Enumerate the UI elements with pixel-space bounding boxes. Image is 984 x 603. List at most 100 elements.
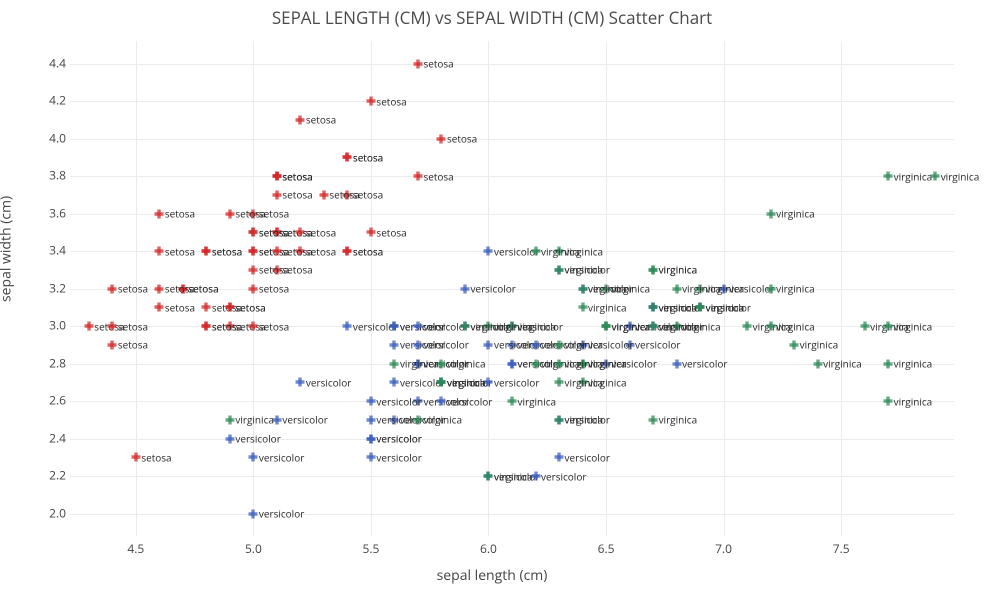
data-point-label: versicolor xyxy=(400,413,445,427)
data-point-label: setosa xyxy=(376,225,406,239)
gridline-horizontal xyxy=(70,289,954,290)
data-point-virginica[interactable]: virginica xyxy=(649,265,658,274)
data-point-setosa[interactable]: setosa xyxy=(319,190,328,199)
gridline-horizontal xyxy=(70,364,954,365)
data-point-setosa[interactable]: setosa xyxy=(272,265,281,274)
data-point-label: versicolor xyxy=(494,338,539,352)
data-point-label: setosa xyxy=(282,225,312,239)
data-point-versicolor[interactable]: versicolor xyxy=(696,303,705,312)
data-point-versicolor[interactable]: versicolor xyxy=(649,303,658,312)
data-point-label: versicolor xyxy=(423,338,468,352)
data-point-label: setosa xyxy=(141,450,171,464)
data-point-label: versicolor xyxy=(518,338,563,352)
data-point-label: virginica xyxy=(659,413,698,427)
data-point-setosa[interactable]: setosa xyxy=(225,303,234,312)
gridline-horizontal xyxy=(70,401,954,402)
data-point-virginica[interactable]: virginica xyxy=(555,415,564,424)
y-tick-label: 3.0 xyxy=(36,317,66,334)
data-point-virginica[interactable]: virginica xyxy=(555,378,564,387)
data-point-versicolor[interactable]: versicolor xyxy=(625,340,634,349)
data-point-versicolor[interactable]: versicolor xyxy=(578,340,587,349)
data-point-label: setosa xyxy=(353,150,383,164)
data-point-versicolor[interactable]: versicolor xyxy=(390,415,399,424)
x-tick-label: 7.5 xyxy=(833,540,850,557)
data-point-versicolor[interactable]: versicolor xyxy=(272,415,281,424)
gridline-horizontal xyxy=(70,214,954,215)
y-axis-label: sepal width (cm) xyxy=(0,195,16,301)
data-point-virginica[interactable]: virginica xyxy=(555,265,564,274)
data-point-setosa[interactable]: setosa xyxy=(155,303,164,312)
data-point-setosa[interactable]: setosa xyxy=(296,115,305,124)
data-point-versicolor[interactable]: versicolor xyxy=(555,453,564,462)
data-point-label: virginica xyxy=(447,375,486,389)
data-point-label: setosa xyxy=(306,113,336,127)
data-point-label: setosa xyxy=(306,225,336,239)
data-point-virginica[interactable]: virginica xyxy=(649,415,658,424)
gridline-horizontal xyxy=(70,326,954,327)
gridline-horizontal xyxy=(70,64,954,65)
data-point-label: versicolor xyxy=(565,450,610,464)
data-point-versicolor[interactable]: versicolor xyxy=(390,378,399,387)
data-point-virginica[interactable]: virginica xyxy=(649,303,658,312)
data-point-virginica[interactable]: virginica xyxy=(578,378,587,387)
x-tick-label: 4.5 xyxy=(127,540,144,557)
data-point-virginica[interactable]: virginica xyxy=(555,340,564,349)
data-point-setosa[interactable]: setosa xyxy=(108,340,117,349)
data-point-label: virginica xyxy=(706,300,745,314)
gridline-horizontal xyxy=(70,476,954,477)
data-point-virginica[interactable]: virginica xyxy=(578,303,587,312)
data-point-virginica[interactable]: virginica xyxy=(225,415,234,424)
data-point-label: setosa xyxy=(282,225,312,239)
data-point-label: virginica xyxy=(659,263,698,277)
gridline-horizontal xyxy=(70,101,954,102)
data-point-setosa[interactable]: setosa xyxy=(225,303,234,312)
data-point-setosa[interactable]: setosa xyxy=(272,190,281,199)
data-point-label: versicolor xyxy=(565,413,610,427)
data-point-versicolor[interactable]: versicolor xyxy=(413,340,422,349)
data-point-virginica[interactable]: virginica xyxy=(696,303,705,312)
data-point-virginica[interactable]: virginica xyxy=(790,340,799,349)
y-tick-label: 2.6 xyxy=(36,392,66,409)
data-point-label: virginica xyxy=(659,300,698,314)
data-point-label: setosa xyxy=(118,338,148,352)
data-point-label: virginica xyxy=(565,263,604,277)
data-point-versicolor[interactable]: versicolor xyxy=(296,378,305,387)
data-point-setosa[interactable]: setosa xyxy=(272,228,281,237)
data-point-label: versicolor xyxy=(541,338,586,352)
data-point-setosa[interactable]: setosa xyxy=(296,228,305,237)
data-point-label: setosa xyxy=(212,300,242,314)
data-point-versicolor[interactable]: versicolor xyxy=(555,265,564,274)
data-point-versicolor[interactable]: versicolor xyxy=(555,415,564,424)
y-tick-label: 3.2 xyxy=(36,279,66,296)
data-point-virginica[interactable]: virginica xyxy=(649,265,658,274)
data-point-versicolor[interactable]: versicolor xyxy=(649,303,658,312)
y-tick-label: 4.4 xyxy=(36,54,66,71)
x-tick-label: 5.5 xyxy=(362,540,379,557)
data-point-setosa[interactable]: setosa xyxy=(202,303,211,312)
data-point-virginica[interactable]: virginica xyxy=(437,378,446,387)
data-point-setosa[interactable]: setosa xyxy=(343,190,352,199)
data-point-label: setosa xyxy=(353,188,383,202)
data-point-versicolor[interactable]: versicolor xyxy=(437,378,446,387)
data-point-setosa[interactable]: setosa xyxy=(272,228,281,237)
data-point-label: setosa xyxy=(353,150,383,164)
y-tick-label: 4.0 xyxy=(36,129,66,146)
data-point-virginica[interactable]: virginica xyxy=(413,415,422,424)
data-point-setosa[interactable]: setosa xyxy=(343,153,352,162)
data-point-versicolor[interactable]: versicolor xyxy=(531,340,540,349)
data-point-label: versicolor xyxy=(282,413,327,427)
data-point-label: virginica xyxy=(588,300,627,314)
data-point-versicolor[interactable]: versicolor xyxy=(390,340,399,349)
data-point-label: versicolor xyxy=(376,413,421,427)
data-point-label: versicolor xyxy=(259,450,304,464)
data-point-virginica[interactable]: virginica xyxy=(696,303,705,312)
data-point-versicolor[interactable]: versicolor xyxy=(508,340,517,349)
data-point-versicolor[interactable]: versicolor xyxy=(437,378,446,387)
x-tick-label: 6.5 xyxy=(598,540,615,557)
data-point-setosa[interactable]: setosa xyxy=(343,153,352,162)
gridline-horizontal xyxy=(70,514,954,515)
data-point-label: setosa xyxy=(235,300,265,314)
data-point-label: virginica xyxy=(706,300,745,314)
x-tick-label: 6.0 xyxy=(480,540,497,557)
data-point-virginica[interactable]: virginica xyxy=(437,378,446,387)
